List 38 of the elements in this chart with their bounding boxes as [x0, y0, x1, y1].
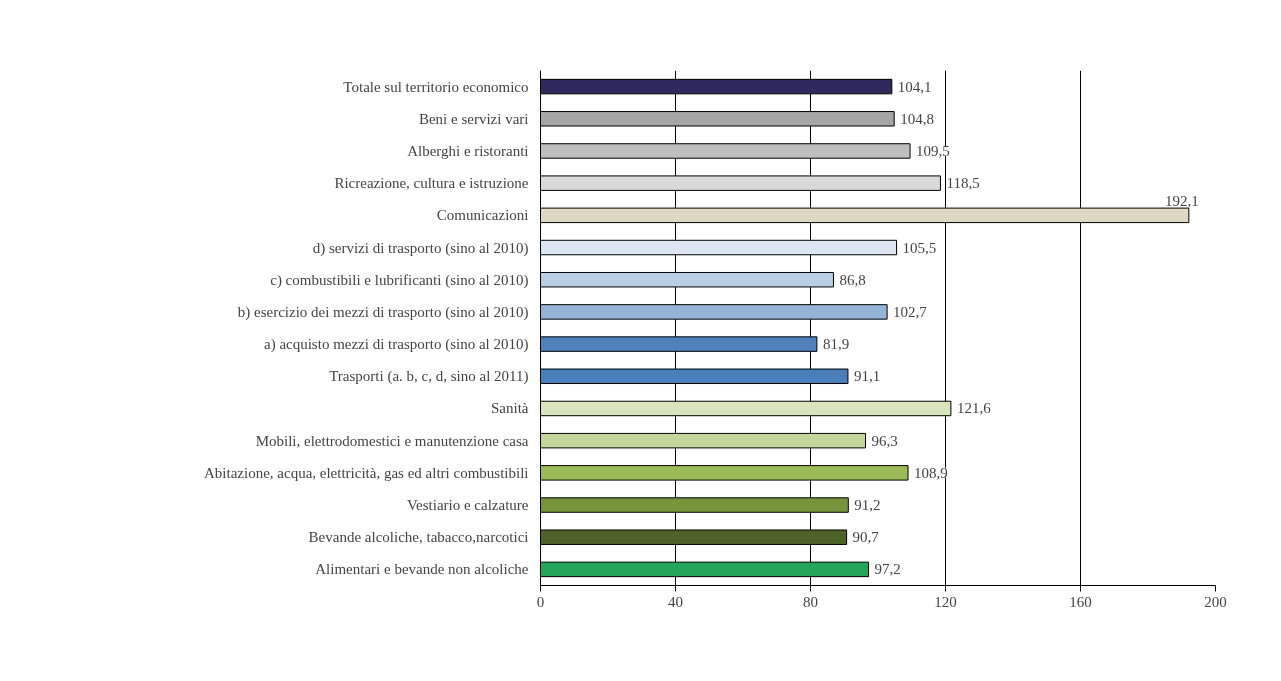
y-tick-label: Beni e servizi vari — [418, 110, 529, 127]
data-label: 104,8 — [900, 110, 934, 127]
y-tick-label: Alimentari e bevande non alcoliche — [315, 561, 529, 578]
x-tick-label: 80 — [803, 593, 818, 610]
data-label: 109,5 — [916, 142, 950, 159]
data-label: 121,6 — [956, 400, 992, 417]
y-tick-label: Vestiario e calzature — [406, 497, 529, 514]
data-label: 105,5 — [902, 239, 937, 256]
y-tick-label: Totale sul territorio economico — [343, 78, 529, 95]
x-tick-label: 40 — [668, 593, 683, 610]
x-tick-label: 120 — [934, 593, 957, 610]
y-tick-label: c) combustibili e lubrificanti (sino al 2010) — [270, 271, 529, 289]
y-tick-label: Ricreazione, cultura e istruzione — [334, 175, 529, 192]
y-tick-label: d) servizi di trasporto (sino al 2010) — [312, 239, 529, 257]
x-tick-label: 200 — [1204, 593, 1227, 610]
data-label: 192,1 — [1165, 193, 1199, 210]
data-label: 118,5 — [946, 175, 980, 192]
data-label: 108,9 — [914, 464, 948, 481]
y-tick-label: Mobili, elettrodomestici e manutenzione casa — [255, 432, 529, 449]
data-label: 90,7 — [852, 529, 880, 546]
y-tick-label: Abitazione, acqua, elettricità, gas ed altri combustibili — [204, 464, 529, 481]
data-label: 91,1 — [853, 368, 881, 385]
x-tick-label: 0 — [536, 593, 545, 610]
data-label: 91,2 — [854, 497, 881, 514]
y-tick-label: Sanità — [491, 400, 529, 417]
data-label: 104,1 — [897, 78, 932, 95]
y-tick-label: Comunicazioni — [436, 207, 529, 224]
y-tick-label: Alberghi e ristoranti — [407, 142, 529, 159]
y-tick-label: Bevande alcoliche, tabacco,narcotici — [308, 529, 529, 546]
data-label: 97,2 — [874, 561, 901, 578]
y-tick-label: Trasporti (a. b, c, d, sino al 2011) — [329, 368, 529, 386]
data-label: 86,8 — [839, 271, 866, 288]
data-label: 96,3 — [871, 432, 898, 449]
x-tick-label: 160 — [1069, 593, 1092, 610]
data-label: 81,9 — [822, 336, 850, 353]
y-tick-label: a) acquisto mezzi di trasporto (sino al 2010) — [263, 336, 529, 354]
data-label: 102,7 — [893, 303, 928, 320]
y-tick-label: b) esercizio dei mezzi di trasporto (sino al 2010) — [237, 303, 529, 321]
